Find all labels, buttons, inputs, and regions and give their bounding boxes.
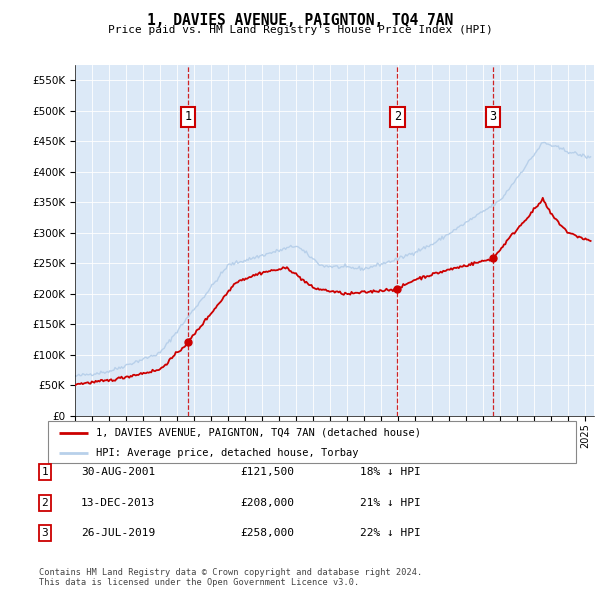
- Text: 21% ↓ HPI: 21% ↓ HPI: [360, 498, 421, 507]
- Text: HPI: Average price, detached house, Torbay: HPI: Average price, detached house, Torb…: [95, 448, 358, 457]
- Text: 1: 1: [185, 110, 192, 123]
- Text: 2: 2: [41, 498, 49, 507]
- Text: 1: 1: [41, 467, 49, 477]
- Text: 26-JUL-2019: 26-JUL-2019: [81, 529, 155, 538]
- Text: 22% ↓ HPI: 22% ↓ HPI: [360, 529, 421, 538]
- Text: 2: 2: [394, 110, 401, 123]
- Text: 1, DAVIES AVENUE, PAIGNTON, TQ4 7AN (detached house): 1, DAVIES AVENUE, PAIGNTON, TQ4 7AN (det…: [95, 428, 421, 438]
- Text: 30-AUG-2001: 30-AUG-2001: [81, 467, 155, 477]
- FancyBboxPatch shape: [48, 421, 576, 463]
- Text: £208,000: £208,000: [240, 498, 294, 507]
- Text: 18% ↓ HPI: 18% ↓ HPI: [360, 467, 421, 477]
- Text: £121,500: £121,500: [240, 467, 294, 477]
- Text: 3: 3: [490, 110, 497, 123]
- Text: Price paid vs. HM Land Registry's House Price Index (HPI): Price paid vs. HM Land Registry's House …: [107, 25, 493, 35]
- Text: Contains HM Land Registry data © Crown copyright and database right 2024.
This d: Contains HM Land Registry data © Crown c…: [39, 568, 422, 587]
- Text: £258,000: £258,000: [240, 529, 294, 538]
- Text: 3: 3: [41, 529, 49, 538]
- Text: 13-DEC-2013: 13-DEC-2013: [81, 498, 155, 507]
- Text: 1, DAVIES AVENUE, PAIGNTON, TQ4 7AN: 1, DAVIES AVENUE, PAIGNTON, TQ4 7AN: [147, 13, 453, 28]
